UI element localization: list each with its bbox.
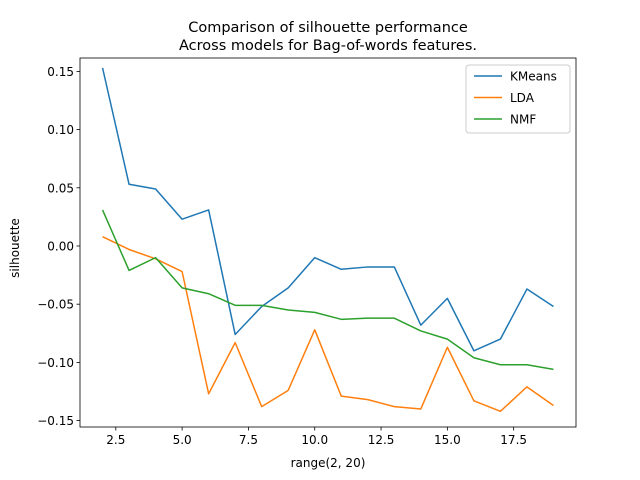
x-tick-label: 15.0 [434, 433, 461, 447]
x-tick-label: 5.0 [173, 433, 192, 447]
legend-label-nmf: NMF [510, 113, 536, 127]
y-tick-label: −0.05 [37, 298, 74, 312]
series-line-kmeans [101, 67, 554, 352]
series-line-nmf [101, 209, 554, 371]
y-tick-label: −0.10 [37, 356, 74, 370]
y-tick-label: 0.05 [47, 181, 74, 195]
chart-title-line1: Comparison of silhouette performance [188, 20, 468, 36]
x-tick-label: 10.0 [301, 433, 328, 447]
x-tick-label: 12.5 [368, 433, 395, 447]
legend-label-lda: LDA [510, 91, 535, 105]
x-tick-label: 7.5 [239, 433, 258, 447]
y-tick-label: 0.00 [47, 239, 74, 253]
legend-label-kmeans: KMeans [510, 70, 557, 84]
y-tick-label: −0.15 [37, 414, 74, 428]
plot-area: 2.5 5.0 7.5 10.0 12.5 15.0 17.5 −0.15 −0.10 −0.05… [37, 57, 577, 447]
y-tick-label: 0.15 [47, 65, 74, 79]
x-axis-label: range(2, 20) [291, 456, 366, 470]
chart-title-line2: Across models for Bag-of-words features. [179, 38, 477, 54]
y-axis-label: silhouette [8, 218, 22, 278]
axes-frame [79, 57, 577, 428]
x-tick-label: 17.5 [500, 433, 527, 447]
legend-box [465, 64, 571, 134]
x-tick-label: 2.5 [106, 433, 125, 447]
legend: KMeans LDA NMF [465, 64, 571, 134]
y-tick-label: 0.10 [47, 123, 74, 137]
series-line-lda [102, 236, 554, 413]
